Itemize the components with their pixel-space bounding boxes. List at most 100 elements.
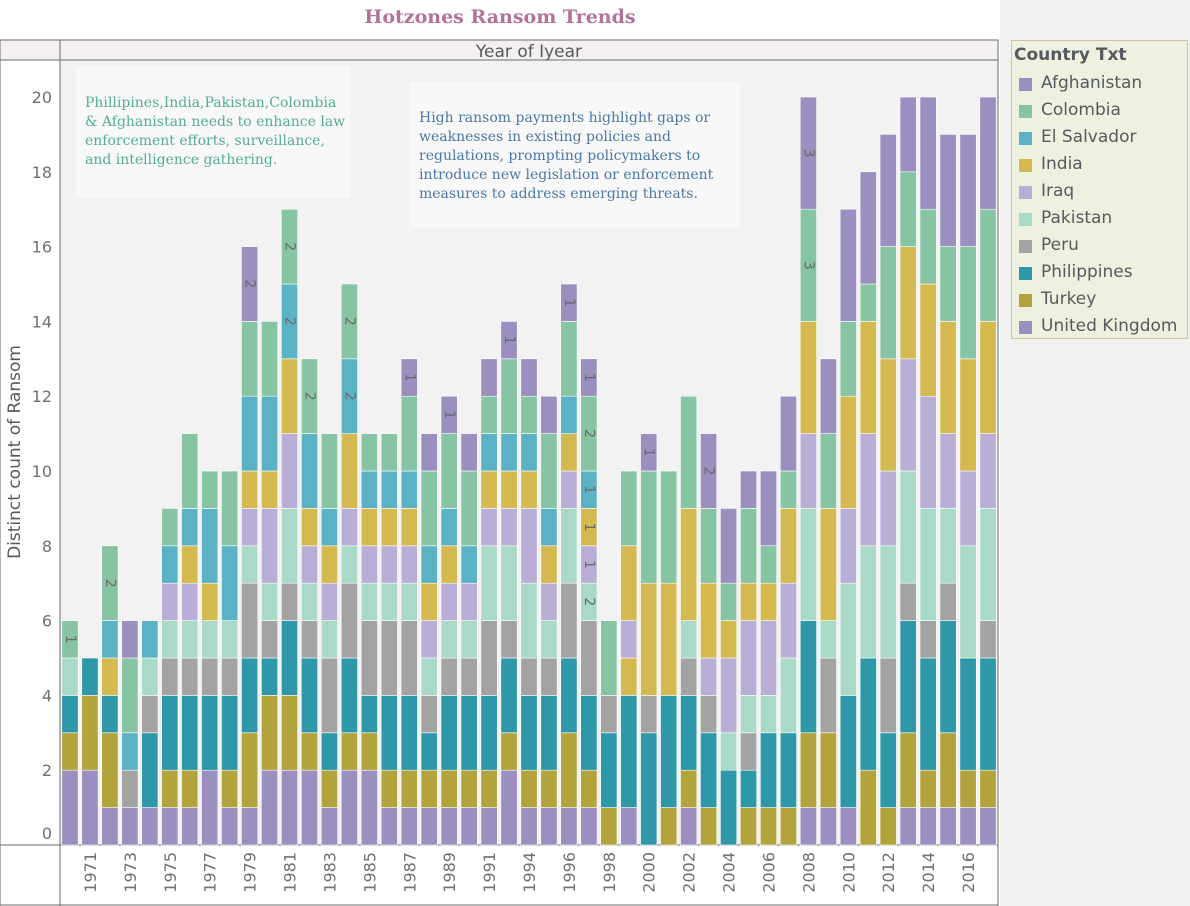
- bar-segment-united-kingdom[interactable]: [879, 134, 897, 247]
- bar-segment-peru[interactable]: [540, 657, 558, 696]
- bar-segment-iraq[interactable]: [161, 582, 179, 621]
- bar-segment-afghanistan[interactable]: [300, 769, 318, 846]
- bar-segment-india[interactable]: [740, 582, 758, 621]
- legend-item-colombia[interactable]: Colombia: [1012, 100, 1187, 124]
- bar-segment-turkey[interactable]: [779, 807, 797, 846]
- bar-segment-peru[interactable]: [560, 582, 578, 659]
- bar-segment-philippines[interactable]: [61, 695, 79, 734]
- bar-segment-afghanistan[interactable]: [500, 769, 518, 846]
- bar-segment-peru[interactable]: [520, 657, 538, 696]
- bar-segment-colombia[interactable]: [440, 433, 458, 509]
- bar-segment-philippines[interactable]: [600, 732, 618, 808]
- bar-segment-india[interactable]: [420, 582, 438, 621]
- bar-segment-turkey[interactable]: [81, 695, 99, 771]
- bar-segment-india[interactable]: [340, 433, 358, 509]
- bar-segment-el-salvador[interactable]: [121, 732, 139, 771]
- bar-segment-india[interactable]: [281, 358, 298, 434]
- bar-segment-peru[interactable]: [121, 769, 139, 808]
- bar-segment-peru[interactable]: [181, 657, 199, 696]
- bar-segment-turkey[interactable]: [879, 807, 897, 846]
- bar-segment-india[interactable]: [520, 470, 538, 509]
- bar-segment-india[interactable]: [799, 321, 817, 434]
- bar-segment-iraq[interactable]: [500, 508, 518, 547]
- bar-segment-united-kingdom[interactable]: [540, 395, 558, 434]
- bar-segment-pakistan[interactable]: [939, 508, 957, 584]
- bar-segment-colombia[interactable]: [819, 433, 837, 509]
- bar-segment-colombia[interactable]: [181, 433, 199, 509]
- bar-segment-pakistan[interactable]: [261, 582, 279, 621]
- legend-item-afghanistan[interactable]: Afghanistan: [1012, 73, 1187, 97]
- bar-segment-united-kingdom[interactable]: [839, 208, 857, 322]
- bar-segment-india[interactable]: [181, 545, 199, 584]
- legend-item-india[interactable]: India: [1012, 154, 1187, 178]
- bar-segment-iraq[interactable]: [281, 433, 298, 509]
- bar-segment-colombia[interactable]: [540, 433, 558, 509]
- bar-segment-turkey[interactable]: [819, 732, 837, 808]
- bar-segment-philippines[interactable]: [261, 657, 279, 696]
- bar-segment-afghanistan[interactable]: [121, 807, 139, 846]
- bar-segment-united-kingdom[interactable]: [720, 508, 738, 584]
- bar-segment-iraq[interactable]: [380, 545, 398, 584]
- bar-segment-colombia[interactable]: [919, 208, 937, 285]
- bar-segment-turkey[interactable]: [261, 695, 279, 771]
- bar-segment-peru[interactable]: [300, 620, 318, 659]
- bar-segment-colombia[interactable]: [500, 358, 518, 434]
- bar-segment-india[interactable]: [540, 545, 558, 584]
- bar-segment-philippines[interactable]: [281, 620, 298, 696]
- bar-segment-afghanistan[interactable]: [540, 807, 558, 846]
- bar-segment-iraq[interactable]: [261, 508, 279, 584]
- bar-segment-afghanistan[interactable]: [61, 769, 79, 846]
- bar-segment-pakistan[interactable]: [720, 732, 738, 771]
- legend-item-pakistan[interactable]: Pakistan: [1012, 208, 1187, 232]
- bar-segment-afghanistan[interactable]: [580, 807, 598, 846]
- bar-segment-united-kingdom[interactable]: [440, 395, 458, 434]
- bar-segment-pakistan[interactable]: [161, 620, 179, 659]
- bar-segment-afghanistan[interactable]: [979, 807, 997, 846]
- bar-segment-colombia[interactable]: [360, 433, 378, 472]
- bar-segment-el-salvador[interactable]: [241, 395, 259, 472]
- bar-segment-peru[interactable]: [400, 620, 418, 696]
- bar-segment-india[interactable]: [760, 582, 777, 621]
- bar-segment-pakistan[interactable]: [540, 620, 558, 659]
- bar-segment-philippines[interactable]: [839, 695, 857, 808]
- bar-segment-united-kingdom[interactable]: [400, 358, 418, 397]
- bar-segment-pakistan[interactable]: [779, 657, 797, 734]
- bar-segment-india[interactable]: [979, 321, 997, 434]
- bar-segment-india[interactable]: [300, 508, 318, 547]
- bar-segment-philippines[interactable]: [700, 732, 718, 808]
- bar-segment-afghanistan[interactable]: [680, 807, 698, 846]
- bar-segment-turkey[interactable]: [460, 769, 478, 808]
- bar-segment-pakistan[interactable]: [241, 545, 259, 584]
- bar-segment-india[interactable]: [400, 508, 418, 547]
- bar-segment-philippines[interactable]: [300, 657, 318, 734]
- bar-segment-colombia[interactable]: [101, 545, 119, 621]
- bar-segment-philippines[interactable]: [580, 695, 598, 771]
- bar-segment-philippines[interactable]: [320, 732, 338, 771]
- bar-segment-philippines[interactable]: [640, 732, 658, 846]
- bar-segment-iraq[interactable]: [480, 508, 498, 547]
- bar-segment-philippines[interactable]: [380, 695, 398, 771]
- bar-segment-el-salvador[interactable]: [320, 508, 338, 547]
- bar-segment-afghanistan[interactable]: [400, 807, 418, 846]
- bar-segment-colombia[interactable]: [939, 246, 957, 322]
- bar-segment-iraq[interactable]: [300, 545, 318, 584]
- bar-segment-united-kingdom[interactable]: [939, 134, 957, 247]
- bar-segment-india[interactable]: [720, 620, 738, 659]
- bar-segment-el-salvador[interactable]: [420, 545, 438, 584]
- bar-segment-united-kingdom[interactable]: [919, 96, 937, 210]
- bar-segment-india[interactable]: [500, 470, 518, 509]
- bar-segment-united-kingdom[interactable]: [640, 433, 658, 472]
- bar-segment-philippines[interactable]: [520, 695, 538, 771]
- bar-segment-united-kingdom[interactable]: [899, 96, 917, 173]
- bar-segment-turkey[interactable]: [799, 732, 817, 808]
- bar-segment-colombia[interactable]: [221, 470, 239, 547]
- bar-segment-el-salvador[interactable]: [400, 470, 418, 509]
- bar-segment-philippines[interactable]: [620, 695, 638, 808]
- bar-segment-colombia[interactable]: [700, 508, 718, 584]
- bar-segment-turkey[interactable]: [181, 769, 199, 808]
- bar-segment-colombia[interactable]: [560, 321, 578, 397]
- bar-segment-turkey[interactable]: [740, 807, 758, 846]
- bar-segment-turkey[interactable]: [360, 732, 378, 771]
- bar-segment-colombia[interactable]: [261, 321, 279, 397]
- bar-segment-india[interactable]: [201, 582, 219, 621]
